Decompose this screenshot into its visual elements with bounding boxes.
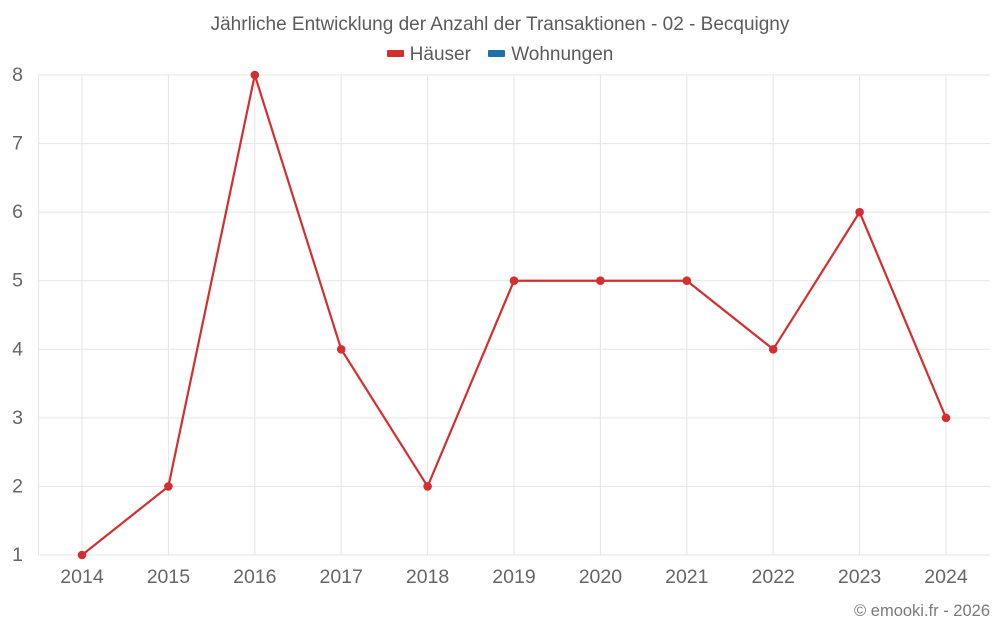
svg-text:5: 5 xyxy=(12,270,23,292)
svg-text:3: 3 xyxy=(12,407,23,429)
svg-text:6: 6 xyxy=(12,201,23,223)
svg-text:2018: 2018 xyxy=(406,566,449,588)
svg-text:1: 1 xyxy=(12,544,23,566)
svg-text:2015: 2015 xyxy=(147,566,191,588)
svg-text:2020: 2020 xyxy=(579,566,623,588)
svg-text:2021: 2021 xyxy=(665,566,708,588)
svg-text:8: 8 xyxy=(12,64,23,86)
svg-text:2016: 2016 xyxy=(233,566,276,588)
svg-text:2023: 2023 xyxy=(838,566,881,588)
svg-text:2017: 2017 xyxy=(320,566,363,588)
svg-text:2: 2 xyxy=(12,475,23,497)
svg-text:2014: 2014 xyxy=(60,566,104,588)
svg-text:7: 7 xyxy=(12,133,23,155)
svg-text:2022: 2022 xyxy=(752,566,795,588)
svg-text:4: 4 xyxy=(12,338,23,360)
svg-text:2024: 2024 xyxy=(924,566,968,588)
svg-text:2019: 2019 xyxy=(492,566,535,588)
